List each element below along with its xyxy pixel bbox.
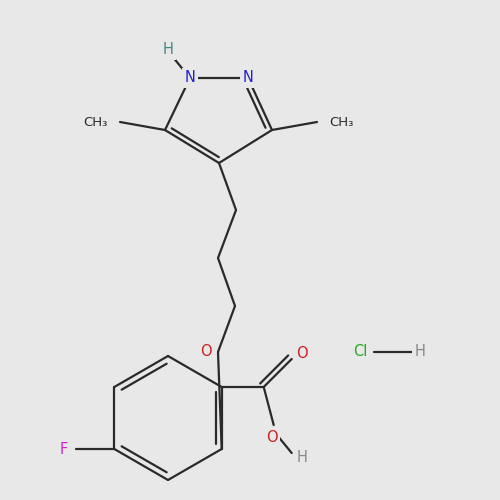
Text: H: H	[414, 344, 426, 360]
Text: O: O	[200, 344, 212, 360]
Text: O: O	[296, 346, 308, 360]
Text: CH₃: CH₃	[84, 116, 108, 128]
Text: CH₃: CH₃	[329, 116, 353, 128]
Text: O: O	[266, 430, 278, 444]
Text: H: H	[162, 42, 173, 58]
Text: F: F	[60, 442, 68, 456]
Text: N: N	[242, 70, 254, 86]
Text: N: N	[184, 70, 196, 86]
Text: Cl: Cl	[353, 344, 367, 360]
Text: H: H	[296, 450, 307, 464]
